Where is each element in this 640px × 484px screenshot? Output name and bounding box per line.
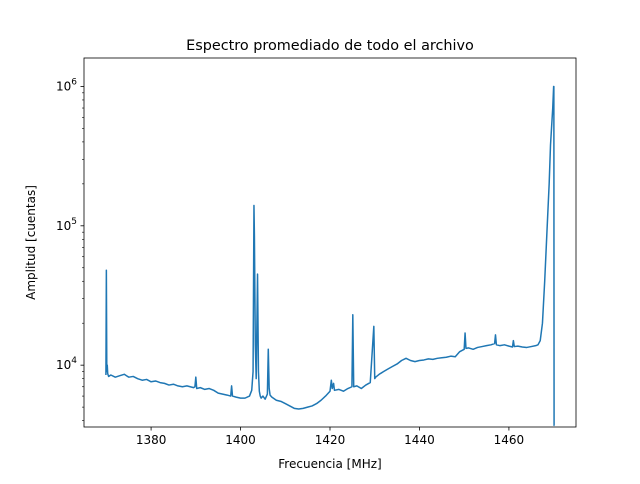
x-tick-label: 1400	[225, 433, 256, 447]
x-tick-label: 1420	[315, 433, 346, 447]
x-axis-ticks: 1380 1400 1420 1440 1460	[136, 427, 524, 447]
axes-frame	[83, 57, 577, 428]
y-axis-ticks: 104 105 106	[56, 77, 84, 421]
y-tick-label: 104	[56, 356, 77, 372]
x-tick-label: 1440	[404, 433, 435, 447]
y-tick-label: 106	[56, 77, 77, 93]
y-axis-label: Amplitud [cuentas]	[24, 185, 38, 300]
y-tick-label: 105	[56, 217, 77, 233]
chart-title: Espectro promediado de todo el archivo	[186, 38, 474, 54]
x-tick-label: 1460	[494, 433, 525, 447]
x-tick-label: 1380	[136, 433, 167, 447]
x-axis-label: Frecuencia [MHz]	[278, 457, 381, 471]
spectrum-line-series	[105, 85, 555, 427]
plot-area	[105, 85, 555, 427]
